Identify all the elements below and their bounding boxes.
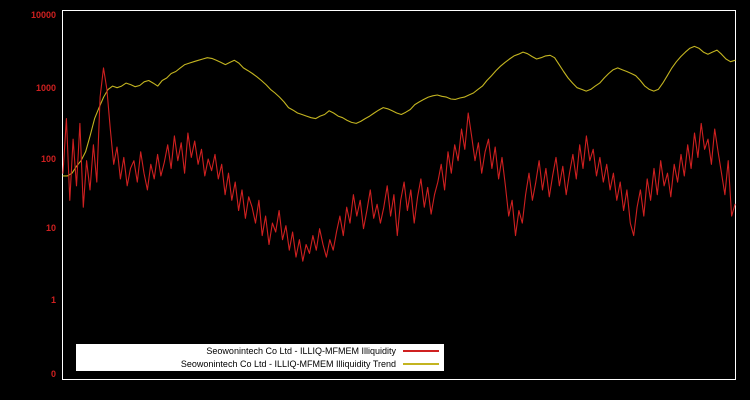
legend-label-trend: Seowonintech Co Ltd - ILLIQ-MFMEM Illiqu… bbox=[180, 359, 396, 369]
y-axis-label-1: 1 bbox=[50, 295, 56, 305]
y-axis-label-100: 100 bbox=[40, 154, 56, 164]
y-axis-label-10: 10 bbox=[45, 223, 56, 233]
legend-label-illiquidity: Seowonintech Co Ltd - ILLIQ-MFMEM Illiqu… bbox=[206, 346, 396, 356]
trend-line-series bbox=[62, 45, 736, 177]
legend: Seowonintech Co Ltd - ILLIQ-MFMEM Illiqu… bbox=[76, 344, 444, 371]
legend-item-trend: Seowonintech Co Ltd - ILLIQ-MFMEM Illiqu… bbox=[76, 358, 444, 371]
illiquidity-line-series bbox=[62, 67, 736, 262]
legend-line-sample-yellow bbox=[403, 363, 439, 365]
legend-item-illiquidity: Seowonintech Co Ltd - ILLIQ-MFMEM Illiqu… bbox=[76, 345, 444, 358]
y-axis-label-10000: 10000 bbox=[30, 10, 56, 20]
y-axis-label-1000: 1000 bbox=[35, 83, 56, 93]
legend-line-sample-red bbox=[403, 350, 439, 352]
y-axis-label-0: 0 bbox=[50, 369, 56, 379]
plot-frame bbox=[62, 10, 736, 380]
